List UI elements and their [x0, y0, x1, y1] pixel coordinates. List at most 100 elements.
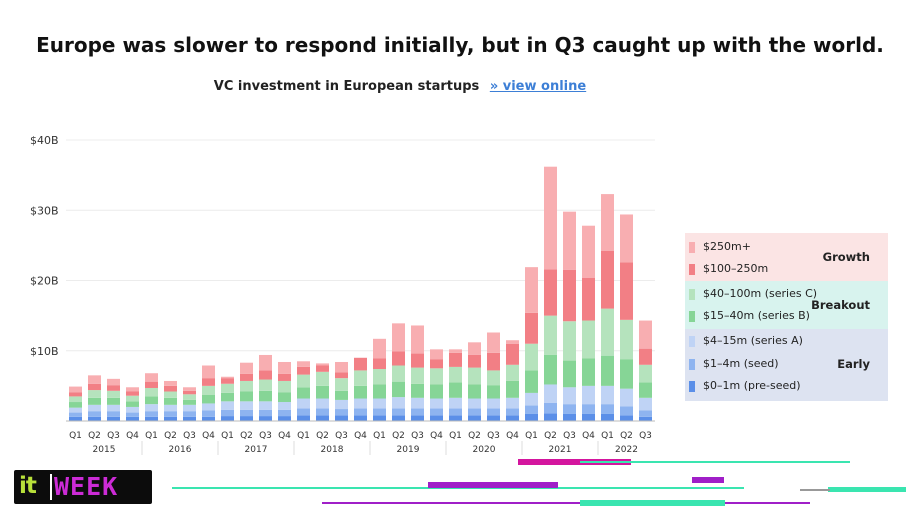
legend-label: $100–250m [703, 262, 769, 275]
x-tick-label: Q4 [430, 431, 443, 441]
legend-swatch [689, 358, 695, 370]
bar-segment [373, 415, 386, 421]
legend-label: $4–15m (series A) [703, 334, 803, 347]
bar-segment [202, 403, 215, 411]
bar-segment [69, 407, 82, 413]
bar-segment [411, 397, 424, 409]
bar-segment [449, 415, 462, 421]
bar-segment [183, 390, 196, 395]
bar-segment [544, 315, 557, 355]
bar-segment [563, 321, 576, 361]
bar-segment [88, 383, 101, 391]
bar-segment [335, 399, 348, 410]
bar-segment [392, 415, 405, 421]
bar-segment [69, 412, 82, 417]
chart-title: VC investment in European startups [213, 79, 480, 94]
bar-segment [107, 397, 120, 405]
bar-segment [430, 349, 443, 360]
legend-item: $100–250m [689, 261, 768, 277]
bar-segment [145, 411, 158, 417]
bar-segment [240, 380, 253, 392]
bar-segment [601, 355, 614, 386]
bar-segment [392, 365, 405, 382]
bar-segment [544, 413, 557, 421]
bar-segment [468, 408, 481, 416]
bar-segment [506, 397, 519, 409]
bar-segment [582, 320, 595, 359]
legend-group-early: $4–15m (series A) $1–4m (seed) $0–1m (pr… [685, 329, 888, 401]
bar-segment [202, 385, 215, 396]
year-label: 2020 [473, 445, 496, 455]
bar-segment [411, 367, 424, 384]
bar-segment [221, 392, 234, 402]
bar-segment [639, 410, 652, 417]
bar-segment [221, 383, 234, 393]
bar-segment [202, 410, 215, 417]
bar-segment [392, 323, 405, 352]
x-tick-label: Q3 [183, 431, 196, 441]
bar-segment [297, 361, 310, 367]
bar-segment [297, 366, 310, 375]
year-label: 2019 [397, 445, 420, 455]
bar-segment [145, 373, 158, 382]
bar-segment [582, 385, 595, 405]
legend-group-breakout: $40–100m (series C) $15–40m (series B) B… [685, 281, 888, 329]
bar-segment [525, 392, 538, 406]
bar-segment [468, 367, 481, 385]
bar-segment [563, 404, 576, 414]
year-label: 2021 [549, 445, 572, 455]
bar-segment [221, 401, 234, 410]
bar-segment [278, 380, 291, 393]
bar-segment [449, 397, 462, 409]
bar-segment [430, 368, 443, 385]
bar-segment [126, 401, 139, 407]
x-tick-label: Q1 [373, 431, 386, 441]
legend-group-label: Growth [822, 250, 870, 264]
bar-segment [183, 394, 196, 400]
bar-segment [259, 416, 272, 421]
bar-segment [506, 415, 519, 421]
bar-segment [107, 390, 120, 398]
bar-segment [316, 365, 329, 372]
bar-segment [107, 411, 120, 417]
x-tick-label: Q2 [392, 431, 405, 441]
bar-segment [145, 404, 158, 412]
bar-segment [373, 369, 386, 385]
bar-segment [601, 413, 614, 421]
bar-segment [278, 373, 291, 381]
bar-segment [183, 387, 196, 391]
logo-week-text: WEEK [54, 472, 119, 501]
year-label: 2015 [93, 445, 116, 455]
bar-segment [639, 397, 652, 411]
bar-segment [468, 415, 481, 421]
bar-segment [316, 385, 329, 399]
bar-segment [582, 413, 595, 421]
x-tick-label: Q2 [316, 431, 329, 441]
bar-segment [145, 416, 158, 421]
bar-segment [259, 390, 272, 402]
bar-segment [354, 357, 367, 371]
x-tick-label: Q2 [88, 431, 101, 441]
bar-segment [525, 267, 538, 313]
bar-segment [88, 397, 101, 405]
bar-segment [449, 349, 462, 353]
bar-segment [69, 416, 82, 421]
bar-segment [107, 404, 120, 412]
bar-segment [183, 416, 196, 421]
bar-segment [183, 404, 196, 412]
legend-group-label: Early [837, 357, 870, 371]
bar-segment [164, 380, 177, 386]
bar-segment [145, 381, 158, 388]
bar-segment [297, 374, 310, 388]
view-online-link[interactable]: » view online [489, 79, 587, 94]
bar-segment [221, 409, 234, 417]
bar-segment [354, 398, 367, 409]
x-tick-label: Q1 [601, 431, 614, 441]
bar-segment [69, 386, 82, 393]
bar-segment [297, 387, 310, 399]
bar-segment [525, 343, 538, 371]
bar-segment [316, 398, 329, 409]
x-tick-label: Q3 [487, 431, 500, 441]
y-tick-label: $30B [30, 204, 59, 217]
bar-segment [278, 361, 291, 374]
